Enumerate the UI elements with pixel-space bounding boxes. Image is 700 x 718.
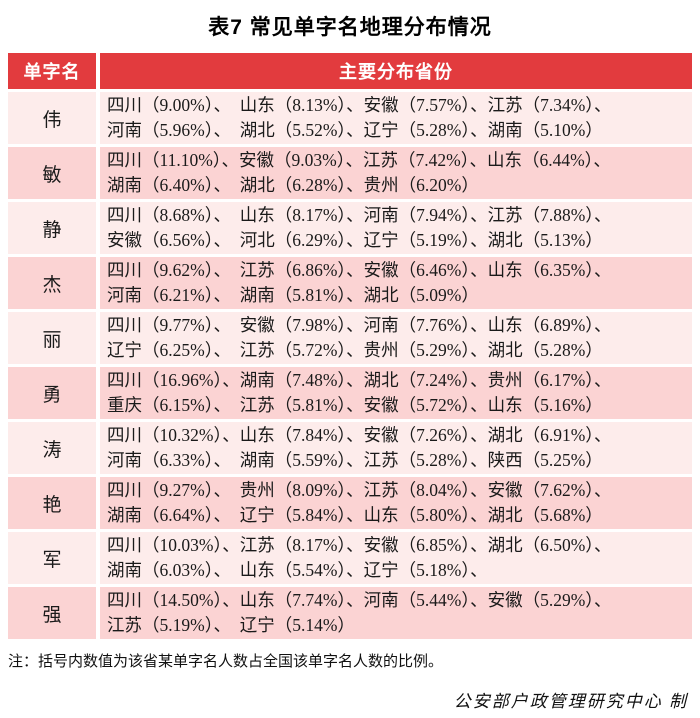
header-cell-name: 单字名 (8, 53, 96, 89)
province-line-1: 四川（10.03%）、江苏（8.17%）、安徽（6.85%）、湖北（6.50%）… (107, 535, 612, 555)
province-line-2: 河南（6.21%）、 湖南（5.81%）、湖北（5.09%） (107, 285, 479, 305)
table-header-row: 单字名 主要分布省份 (8, 53, 692, 89)
table-row: 伟 四川（9.00%）、 山东（8.13%）、安徽（7.57%）、江苏（7.34… (8, 92, 692, 144)
name-cell: 静 (8, 202, 96, 254)
province-line-2: 辽宁（6.25%）、 江苏（5.72%）、贵州（5.29%）、湖北（5.28%） (107, 340, 603, 360)
table-row: 勇 四川（16.96%）、湖南（7.48%）、湖北（7.24%）、贵州（6.17… (8, 367, 692, 419)
table-row: 强 四川（14.50%）、山东（7.74%）、河南（5.44%）、安徽（5.29… (8, 587, 692, 639)
province-line-2: 安徽（6.56%）、 河北（6.29%）、辽宁（5.19%）、湖北（5.13%） (107, 230, 603, 250)
provinces-cell: 四川（14.50%）、山东（7.74%）、河南（5.44%）、安徽（5.29%）… (100, 587, 692, 639)
name-cell: 艳 (8, 477, 96, 529)
name-cell: 强 (8, 587, 96, 639)
provinces-cell: 四川（11.10%）、安徽（9.03%）、江苏（7.42%）、山东（6.44%）… (100, 147, 692, 199)
provinces-cell: 四川（10.03%）、江苏（8.17%）、安徽（6.85%）、湖北（6.50%）… (100, 532, 692, 584)
name-cell: 军 (8, 532, 96, 584)
provinces-cell: 四川（9.62%）、 江苏（6.86%）、安徽（6.46%）、山东（6.35%）… (100, 257, 692, 309)
province-line-2: 河南（6.33%）、 湖南（5.59%）、江苏（5.28%）、陕西（5.25%） (107, 450, 603, 470)
name-cell: 勇 (8, 367, 96, 419)
province-line-1: 四川（14.50%）、山东（7.74%）、河南（5.44%）、安徽（5.29%）… (107, 590, 612, 610)
table-row: 杰 四川（9.62%）、 江苏（6.86%）、安徽（6.46%）、山东（6.35… (8, 257, 692, 309)
provinces-cell: 四川（8.68%）、 山东（8.17%）、河南（7.94%）、江苏（7.88%）… (100, 202, 692, 254)
table-row: 艳 四川（9.27%）、 贵州（8.09%）、江苏（8.04%）、安徽（7.62… (8, 477, 692, 529)
province-line-1: 四川（10.32%）、山东（7.84%）、安徽（7.26%）、湖北（6.91%）… (107, 425, 612, 445)
province-line-2: 湖南（6.03%）、 山东（5.54%）、辽宁（5.18%）、 (107, 560, 488, 580)
province-line-1: 四川（8.68%）、 山东（8.17%）、河南（7.94%）、江苏（7.88%）… (107, 205, 612, 225)
header-cell-provinces: 主要分布省份 (100, 53, 692, 89)
name-cell: 敏 (8, 147, 96, 199)
table-row: 静 四川（8.68%）、 山东（8.17%）、河南（7.94%）、江苏（7.88… (8, 202, 692, 254)
provinces-cell: 四川（9.77%）、 安徽（7.98%）、河南（7.76%）、山东（6.89%）… (100, 312, 692, 364)
province-line-1: 四川（11.10%）、安徽（9.03%）、江苏（7.42%）、山东（6.44%）… (107, 150, 611, 170)
provinces-cell: 四川（9.00%）、 山东（8.13%）、安徽（7.57%）、江苏（7.34%）… (100, 92, 692, 144)
province-line-1: 四川（9.77%）、 安徽（7.98%）、河南（7.76%）、山东（6.89%）… (107, 315, 612, 335)
name-cell: 杰 (8, 257, 96, 309)
province-line-1: 四川（9.00%）、 山东（8.13%）、安徽（7.57%）、江苏（7.34%）… (107, 95, 612, 115)
provinces-cell: 四川（9.27%）、 贵州（8.09%）、江苏（8.04%）、安徽（7.62%）… (100, 477, 692, 529)
provinces-cell: 四川（16.96%）、湖南（7.48%）、湖北（7.24%）、贵州（6.17%）… (100, 367, 692, 419)
province-line-1: 四川（16.96%）、湖南（7.48%）、湖北（7.24%）、贵州（6.17%）… (107, 370, 612, 390)
credit-line: 公安部户政管理研究中心 制 (453, 692, 688, 711)
province-line-2: 湖南（6.64%）、 辽宁（5.84%）、山东（5.80%）、湖北（5.68%） (107, 505, 603, 525)
table-row: 丽 四川（9.77%）、 安徽（7.98%）、河南（7.76%）、山东（6.89… (8, 312, 692, 364)
distribution-table: 单字名 主要分布省份 伟 四川（9.00%）、 山东（8.13%）、安徽（7.5… (8, 53, 692, 639)
name-cell: 涛 (8, 422, 96, 474)
table-title: 表7 常见单字名地理分布情况 (208, 16, 492, 39)
province-line-2: 江苏（5.19%）、 辽宁（5.14%） (107, 615, 355, 635)
province-line-2: 重庆（6.15%）、 江苏（5.81%）、安徽（5.72%）、山东（5.16%） (107, 395, 603, 415)
table-row: 涛 四川（10.32%）、山东（7.84%）、安徽（7.26%）、湖北（6.91… (8, 422, 692, 474)
name-cell: 丽 (8, 312, 96, 364)
province-line-2: 河南（5.96%）、 湖北（5.52%）、辽宁（5.28%）、湖南（5.10%） (107, 120, 603, 140)
table-row: 军 四川（10.03%）、江苏（8.17%）、安徽（6.85%）、湖北（6.50… (8, 532, 692, 584)
provinces-cell: 四川（10.32%）、山东（7.84%）、安徽（7.26%）、湖北（6.91%）… (100, 422, 692, 474)
province-line-2: 湖南（6.40%）、 湖北（6.28%）、贵州（6.20%） (107, 175, 479, 195)
province-line-1: 四川（9.27%）、 贵州（8.09%）、江苏（8.04%）、安徽（7.62%）… (107, 480, 612, 500)
table-row: 敏 四川（11.10%）、安徽（9.03%）、江苏（7.42%）、山东（6.44… (8, 147, 692, 199)
province-line-1: 四川（9.62%）、 江苏（6.86%）、安徽（6.46%）、山东（6.35%）… (107, 260, 612, 280)
name-cell: 伟 (8, 92, 96, 144)
footnote: 注：括号内数值为该省某单字名人数占全国该单字名人数的比例。 (8, 654, 444, 670)
